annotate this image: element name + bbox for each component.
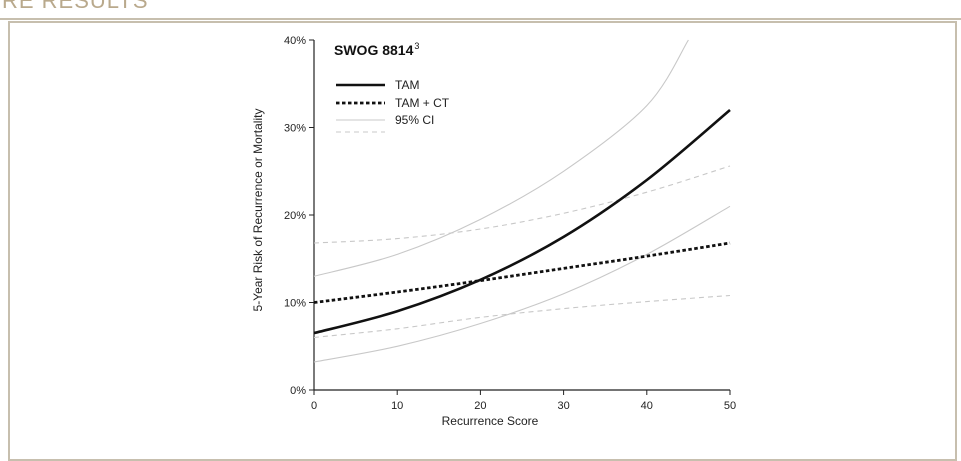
series-line-tam-95-ci-lower xyxy=(313,205,731,363)
x-tick-label: 10 xyxy=(391,400,403,412)
series-line-tam xyxy=(313,109,731,335)
y-tick-label: 40% xyxy=(284,35,306,47)
legend-label: TAM + CT xyxy=(395,96,450,110)
y-tick-label: 10% xyxy=(284,298,306,310)
y-tick-label: 0% xyxy=(290,385,306,397)
series-line-tam-95-ci-upper xyxy=(313,39,689,277)
x-tick-label: 30 xyxy=(557,400,569,412)
x-tick-label: 0 xyxy=(311,400,317,412)
x-tick-label: 40 xyxy=(641,400,653,412)
x-axis-label: Recurrence Score xyxy=(442,414,539,428)
y-tick-label: 30% xyxy=(284,123,306,135)
series-line-tam-ct-95-ci-lower xyxy=(313,294,731,339)
legend-label: 95% CI xyxy=(395,113,434,127)
x-tick-label: 20 xyxy=(474,400,486,412)
legend-label: TAM xyxy=(395,78,419,92)
x-tick-label: 50 xyxy=(724,400,736,412)
y-tick-label: 20% xyxy=(284,210,306,222)
section-heading-partial: RE RESULTS xyxy=(2,0,149,13)
series-line-tam-ct xyxy=(313,241,731,304)
chart-title: SWOG 8814 xyxy=(334,42,414,58)
series-line-tam-ct-95-ci-upper xyxy=(313,165,731,244)
chart-title-superscript: 3 xyxy=(414,41,419,51)
figure-card xyxy=(8,21,957,461)
y-axis-label: 5-Year Risk of Recurrence or Mortality xyxy=(251,109,265,312)
section-header-strip: RE RESULTS xyxy=(0,0,961,20)
